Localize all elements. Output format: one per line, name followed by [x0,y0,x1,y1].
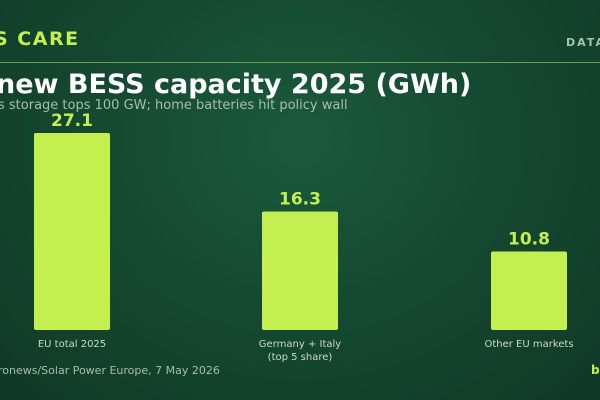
brand-logo-text: S CARE [0,28,80,50]
footer-logo-text: b [591,363,600,377]
section-tag: DATA [566,36,600,49]
source-credit: ronews/Solar Power Europe, 7 May 2026 [0,364,220,377]
chart-subtitle: s storage tops 100 GW; home batteries hi… [0,98,348,113]
header-divider [0,62,600,63]
bar [34,133,110,330]
bar [262,211,338,330]
bar-value-label: 16.3 [279,190,321,210]
bar-value-label: 10.8 [508,229,550,249]
category-label: (top 5 share) [268,352,333,363]
bar-value-label: 27.1 [51,111,93,131]
category-label: EU total 2025 [38,339,106,350]
category-label: Germany + Italy [259,339,341,350]
category-label: Other EU markets [484,339,573,350]
bar [491,251,567,330]
chart-title: new BESS capacity 2025 (GWh) [0,69,472,100]
